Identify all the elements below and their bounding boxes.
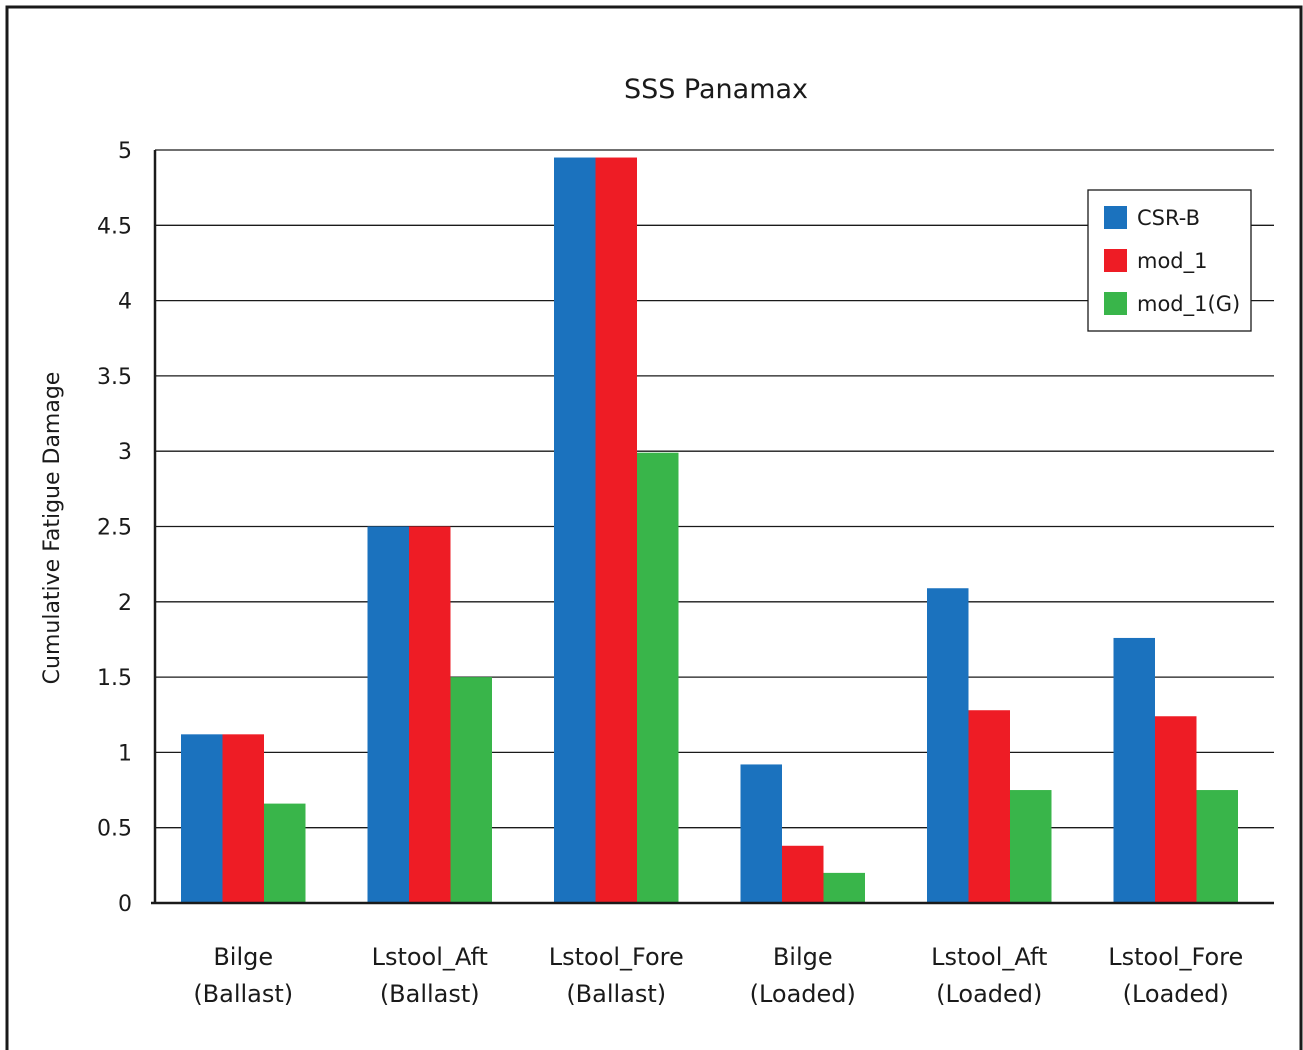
bar: [968, 710, 1010, 903]
y-tick-label: 4.5: [97, 214, 132, 239]
bar: [782, 845, 824, 903]
bar: [1196, 790, 1238, 903]
y-tick-label: 0.5: [97, 817, 132, 842]
bar: [367, 526, 409, 903]
legend-swatch: [1104, 249, 1127, 272]
y-tick-label: 0: [118, 892, 132, 917]
x-tick-label: Bilge (Ballast): [193, 943, 293, 1008]
y-tick-label: 2: [118, 591, 132, 616]
bar: [637, 452, 679, 903]
y-tick-labels: 0 0.5 1 1.5 2 2.5 3 3.5 4 4.5 5: [97, 139, 132, 917]
y-tick-label: 2.5: [97, 516, 132, 541]
y-tick-label: 5: [118, 139, 132, 164]
legend-swatch: [1104, 206, 1127, 229]
x-tick-label: Lstool_Fore (Ballast): [549, 943, 684, 1008]
bar: [554, 157, 596, 903]
legend-label: CSR-B: [1137, 206, 1200, 230]
legend-label: mod_1(G): [1137, 292, 1240, 317]
bar: [927, 588, 969, 903]
bar: [823, 872, 865, 903]
legend: CSR-B mod_1 mod_1(G): [1087, 189, 1252, 332]
bar: [1113, 637, 1155, 903]
bar: [181, 734, 223, 903]
x-tick-label: Lstool_Aft (Ballast): [372, 943, 488, 1008]
y-tick-label: 1.5: [97, 666, 132, 691]
x-tick-labels: Bilge (Ballast) Lstool_Aft (Ballast) Lstool_…: [193, 943, 1243, 1008]
bar: [740, 764, 782, 903]
y-tick-label: 4: [118, 290, 132, 315]
bar: [450, 677, 492, 903]
y-tick-label: 3: [118, 440, 132, 465]
axes: [151, 150, 1274, 905]
bar: [1155, 716, 1197, 903]
bar: [264, 803, 306, 903]
y-tick-label: 3.5: [97, 365, 132, 390]
legend-label: mod_1: [1137, 249, 1208, 274]
x-tick-label: Lstool_Fore (Loaded): [1108, 943, 1243, 1008]
x-tick-label: Bilge (Loaded): [750, 943, 856, 1008]
bar: [222, 734, 264, 903]
bar: [595, 157, 637, 903]
bars: [181, 157, 1238, 903]
x-tick-label: Lstool_Aft (Loaded): [931, 943, 1047, 1008]
chart-title: SSS Panamax: [624, 74, 808, 105]
y-axis-label: Cumulative Fatigue Damage: [40, 372, 65, 685]
bar: [409, 526, 451, 903]
y-tick-label: 1: [118, 741, 132, 766]
legend-swatch: [1104, 292, 1127, 315]
bar: [1010, 790, 1052, 903]
